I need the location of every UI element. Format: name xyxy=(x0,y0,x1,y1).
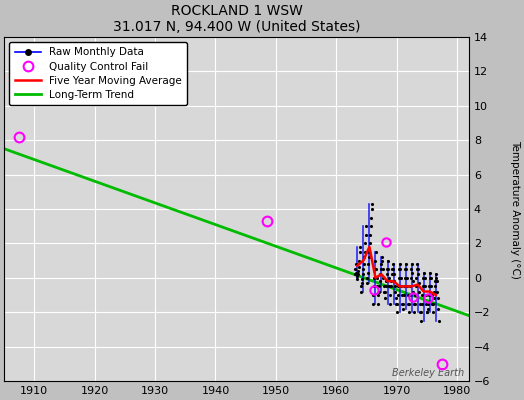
Y-axis label: Temperature Anomaly (°C): Temperature Anomaly (°C) xyxy=(510,140,520,278)
Title: ROCKLAND 1 WSW
31.017 N, 94.400 W (United States): ROCKLAND 1 WSW 31.017 N, 94.400 W (Unite… xyxy=(113,4,361,34)
Legend: Raw Monthly Data, Quality Control Fail, Five Year Moving Average, Long-Term Tren: Raw Monthly Data, Quality Control Fail, … xyxy=(9,42,187,105)
Text: Berkeley Earth: Berkeley Earth xyxy=(392,368,464,378)
